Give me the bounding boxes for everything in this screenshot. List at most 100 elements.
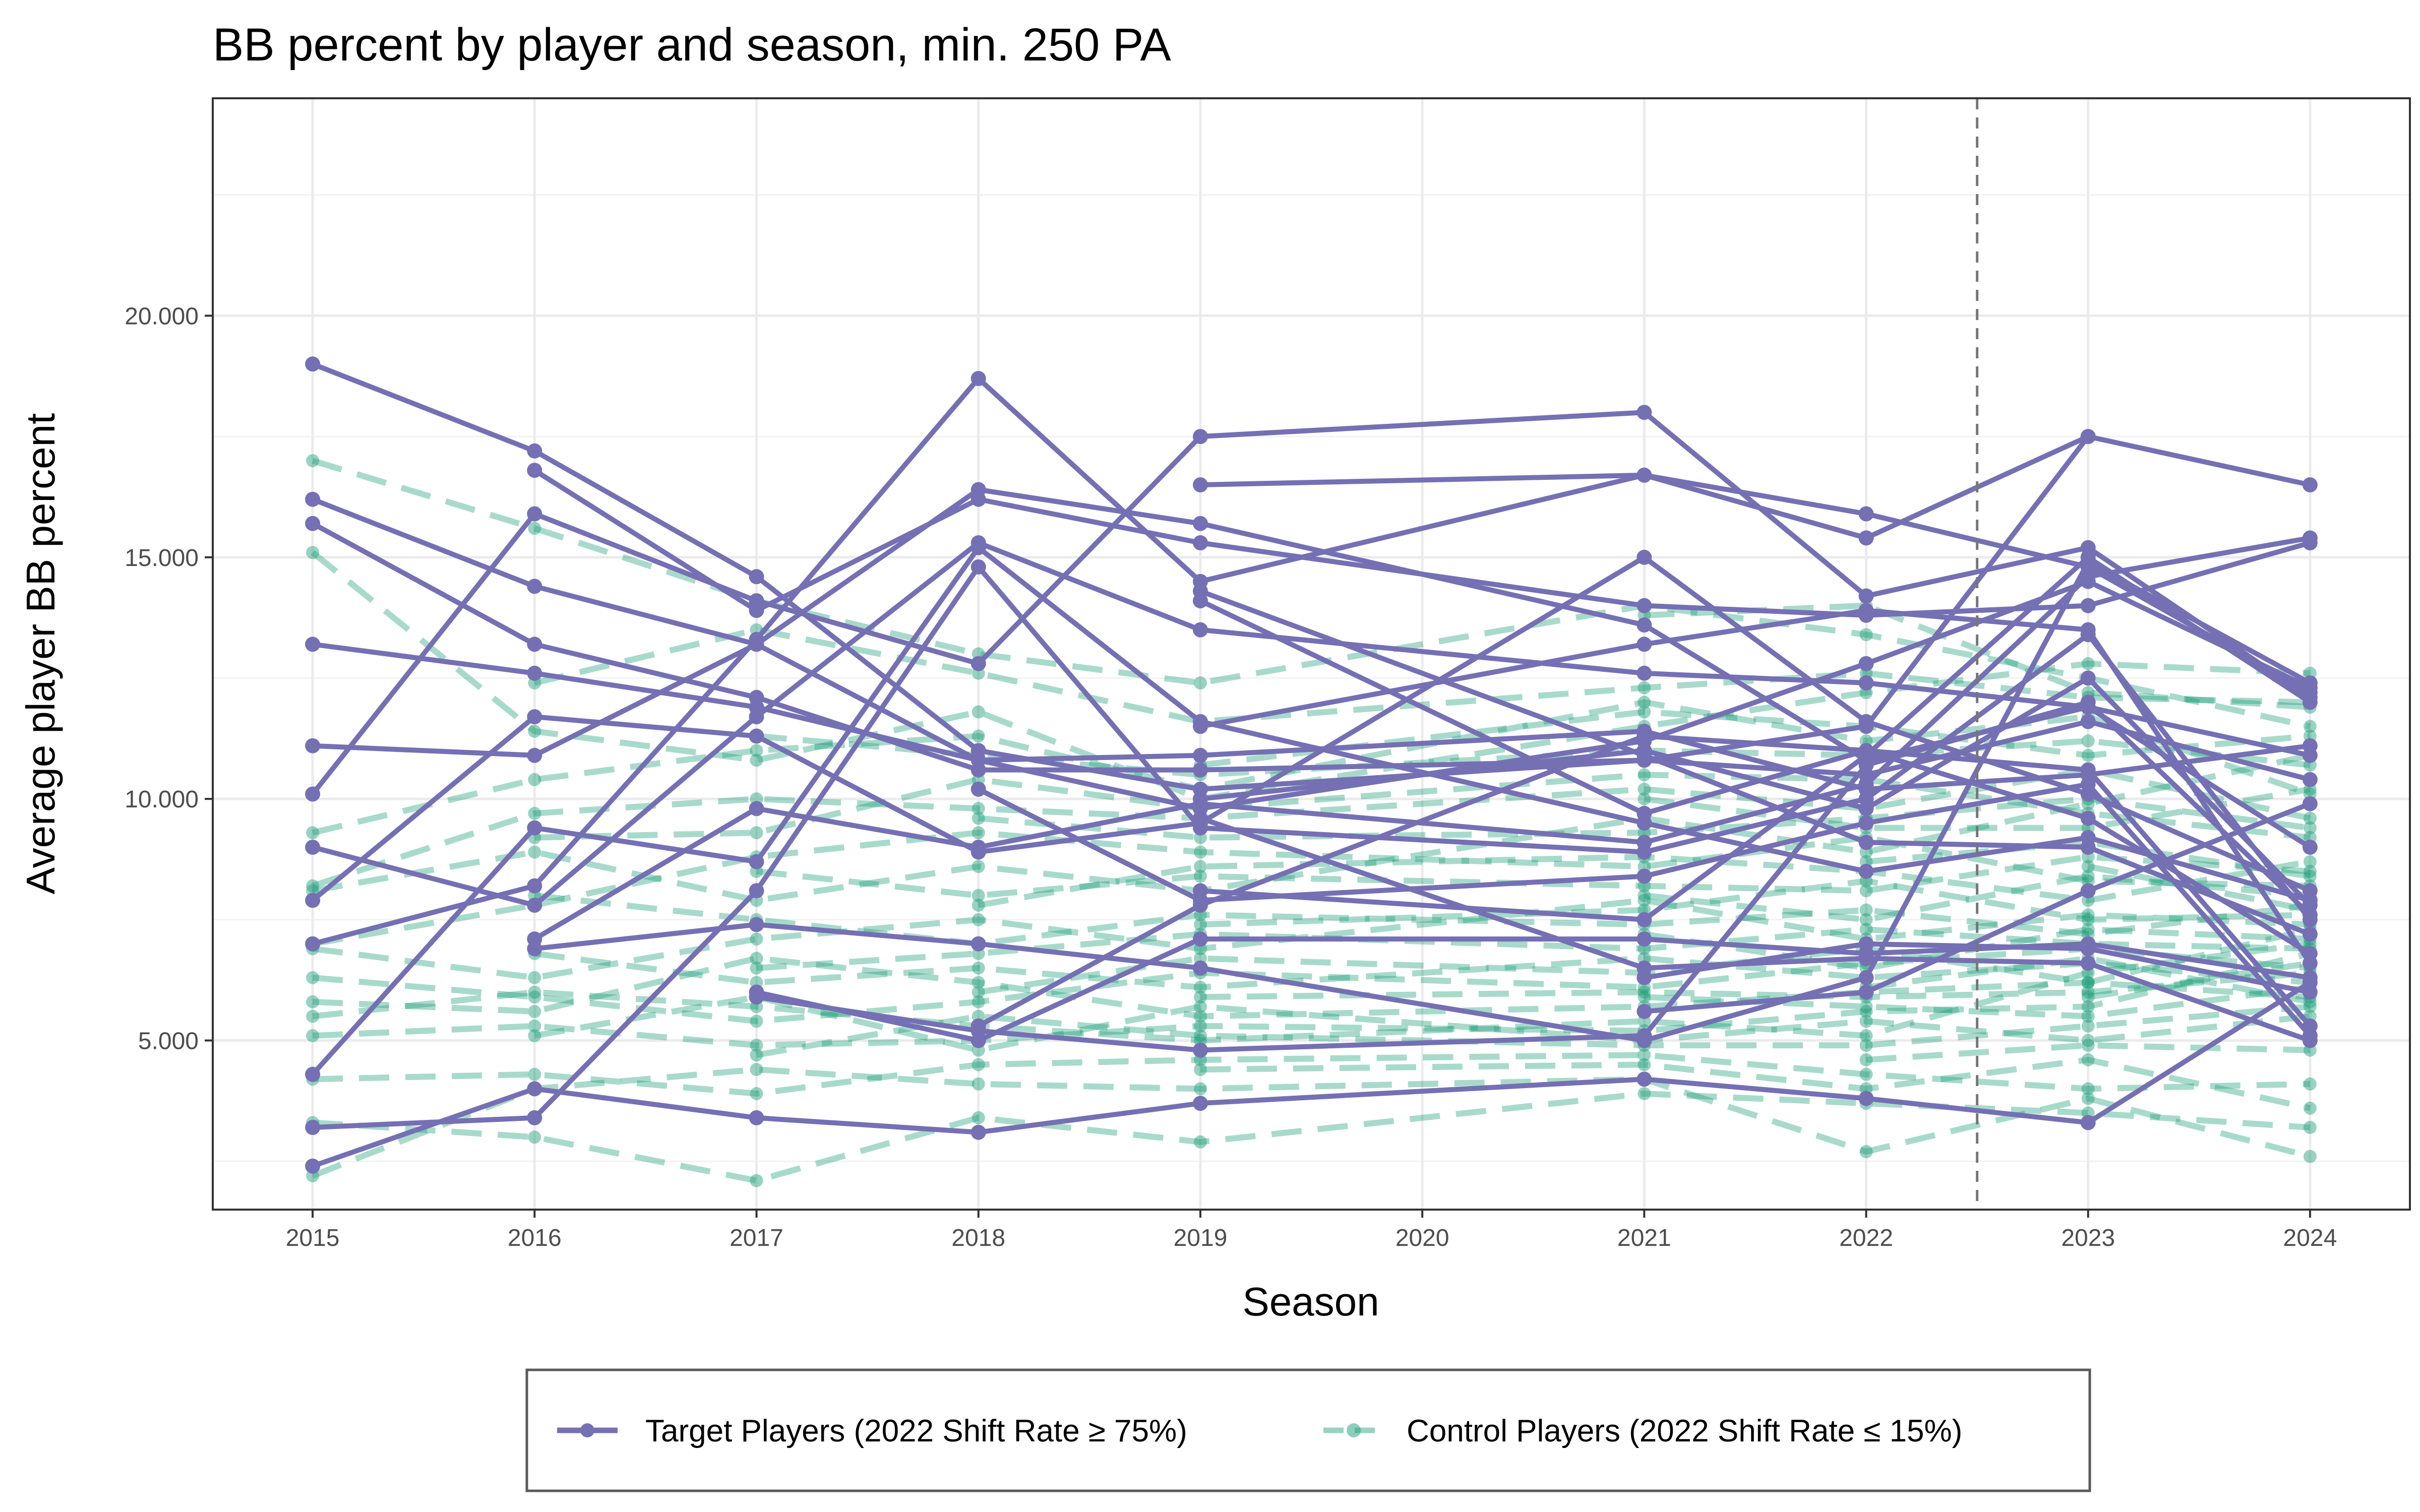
control-data-point	[2303, 1150, 2317, 1163]
control-data-point	[2303, 1000, 2317, 1014]
target-data-point	[1637, 637, 1652, 652]
control-data-point	[972, 1111, 985, 1124]
target-data-point	[971, 781, 986, 797]
target-data-point	[2080, 1115, 2096, 1130]
control-data-point	[528, 806, 541, 820]
target-data-point	[971, 1018, 986, 1034]
target-data-point	[1858, 936, 1874, 952]
target-data-point	[527, 443, 542, 459]
target-data-point	[1637, 970, 1652, 985]
control-data-point	[1859, 884, 1873, 898]
target-data-point	[2080, 941, 2096, 957]
control-data-point	[750, 952, 763, 965]
control-data-point	[528, 773, 541, 786]
control-data-point	[972, 729, 985, 743]
control-data-point	[1638, 1058, 1651, 1072]
control-data-point	[2303, 869, 2317, 883]
target-data-point	[527, 709, 542, 725]
target-data-point	[527, 747, 542, 763]
target-player-line-13	[532, 559, 2313, 1043]
control-data-point	[2081, 990, 2095, 1004]
control-data-point	[1193, 1029, 1207, 1042]
target-data-point	[1637, 835, 1652, 850]
control-data-point	[528, 1004, 541, 1018]
control-data-point	[972, 705, 985, 719]
control-data-point	[2081, 913, 2095, 926]
target-data-point	[749, 1110, 764, 1125]
control-data-point	[2303, 1121, 2317, 1134]
target-data-point	[1637, 931, 1652, 947]
target-data-point	[2302, 477, 2318, 492]
control-data-point	[972, 811, 985, 825]
target-data-point	[1192, 960, 1208, 976]
target-data-point	[305, 1120, 321, 1135]
control-data-point	[306, 1010, 320, 1023]
control-data-point	[1193, 869, 1207, 883]
control-data-point	[1859, 1015, 1873, 1028]
target-data-point	[1858, 747, 1874, 763]
y-tick-label: 15.000	[125, 545, 199, 572]
control-data-point	[1193, 845, 1207, 859]
target-data-point	[1637, 549, 1652, 565]
control-data-point	[972, 1077, 985, 1091]
control-data-point	[2081, 1053, 2095, 1066]
control-data-point	[1859, 1067, 1873, 1081]
control-data-point	[1859, 1053, 1873, 1066]
control-data-point	[1859, 1145, 1873, 1158]
control-data-point	[2303, 855, 2317, 868]
control-data-point	[972, 860, 985, 873]
target-data-point	[1637, 665, 1652, 681]
control-data-point	[972, 913, 985, 926]
target-data-point	[1637, 728, 1652, 744]
target-data-point	[305, 356, 321, 372]
target-data-point	[1858, 714, 1874, 729]
control-data-point	[2081, 860, 2095, 873]
control-data-point	[1193, 990, 1207, 1004]
x-tick-label: 2021	[1617, 1225, 1671, 1251]
target-data-point	[749, 854, 764, 869]
target-data-point	[749, 883, 764, 899]
plot-panel-border	[212, 97, 2411, 1211]
legend-target-marker	[580, 1423, 594, 1437]
control-data-point	[1193, 1082, 1207, 1096]
control-data-point	[306, 546, 320, 559]
control-data-point	[750, 1048, 763, 1062]
x-tick-label: 2022	[1839, 1225, 1893, 1251]
control-data-point	[1638, 1087, 1651, 1100]
control-data-point	[1638, 990, 1651, 1004]
target-player-line-15	[532, 468, 2313, 618]
control-data-point	[306, 454, 320, 467]
control-data-point	[1859, 628, 1873, 642]
target-data-point	[749, 984, 764, 1000]
control-data-point	[750, 1174, 763, 1187]
target-series-layer	[305, 356, 2318, 1174]
x-tick-label: 2019	[1174, 1225, 1228, 1251]
control-data-point	[1638, 681, 1651, 695]
control-data-point	[1638, 889, 1651, 902]
target-data-point	[1192, 477, 1208, 492]
target-data-point	[1192, 931, 1208, 947]
control-data-point	[2081, 748, 2095, 762]
control-data-point	[750, 1015, 763, 1028]
target-data-point	[2302, 956, 2318, 971]
control-player-line-18	[534, 950, 2311, 990]
control-data-point	[1193, 860, 1207, 873]
target-data-point	[1858, 970, 1874, 985]
target-data-point	[1192, 1096, 1208, 1111]
target-data-point	[749, 728, 764, 744]
control-data-point	[1638, 894, 1651, 907]
legend: Target Players (2022 Shift Rate ≥ 75%) C…	[525, 1368, 2091, 1492]
control-data-point	[2081, 1039, 2095, 1052]
target-data-point	[2080, 695, 2096, 710]
target-data-point	[1858, 675, 1874, 690]
x-tick-label: 2017	[730, 1225, 783, 1251]
control-data-point	[1193, 1010, 1207, 1023]
control-data-point	[972, 976, 985, 989]
control-player-line-37	[1865, 955, 2311, 1005]
target-data-point	[1637, 1072, 1652, 1087]
control-data-point	[1859, 913, 1873, 926]
control-player-line-38	[1866, 1042, 2311, 1063]
control-player-line-6	[312, 830, 2311, 947]
target-data-point	[305, 637, 321, 652]
